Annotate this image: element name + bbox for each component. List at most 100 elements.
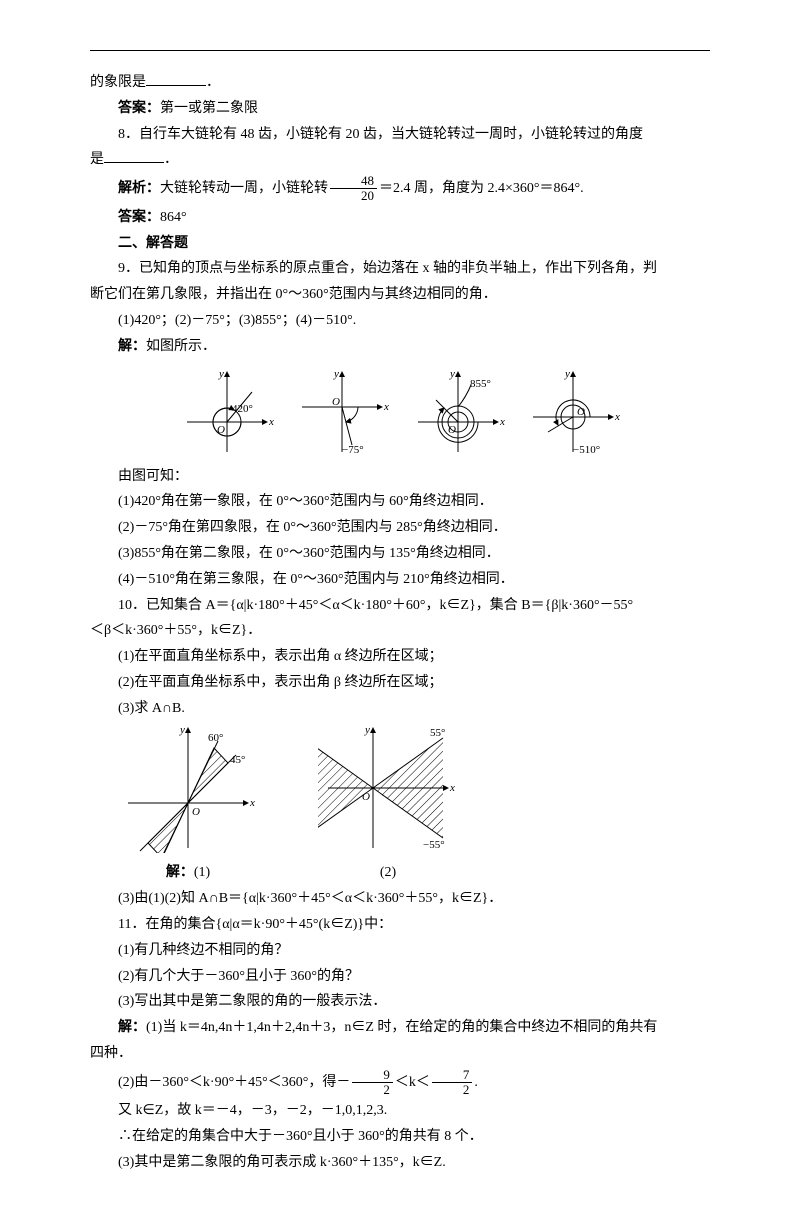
q10-sol1-row: 解：(1) <box>118 861 258 885</box>
axis-x: x <box>249 797 255 809</box>
top-rule <box>90 50 710 51</box>
angle-60: 60° <box>208 732 223 744</box>
axis-x: x <box>449 782 455 794</box>
q11-s2b: ＜k＜ <box>395 1075 430 1090</box>
angle-label: 420° <box>232 403 253 415</box>
ans-label: 答案： <box>118 210 160 225</box>
q11-p1: (1)有几种终边不相同的角？ <box>90 939 710 963</box>
ans-label: 答案： <box>118 101 160 116</box>
q9-after: 由图可知： <box>90 465 710 489</box>
q10-text1: 已知集合 A＝{α|k·180°＋45°＜α＜k·180°＋60°，k∈Z}，集… <box>146 598 633 613</box>
intro-answer: 答案：第一或第二象限 <box>90 97 710 121</box>
blank <box>104 148 164 163</box>
frac-den: 20 <box>330 189 377 203</box>
sol-label: 解： <box>118 339 146 354</box>
angle-label: 855° <box>470 378 491 390</box>
origin: O <box>192 806 200 818</box>
q8-exp-a: 大链轮转动一周，小链轮转 <box>160 181 328 196</box>
q8-ans: 答案：864° <box>90 206 710 230</box>
q11-s2a: (2)由－360°＜k·90°＋45°＜360°，得－ <box>118 1075 350 1090</box>
angle-45: 45° <box>230 754 245 766</box>
frac-num: 9 <box>352 1068 393 1083</box>
axis-x: x <box>614 411 620 423</box>
fraction: 4820 <box>330 174 377 204</box>
sol-text: 如图所示． <box>146 339 216 354</box>
ans-text: 864° <box>160 210 187 225</box>
angle-55: 55° <box>430 727 445 739</box>
q9-r4: (4)－510°角在第三象限，在 0°～360°范围内与 210°角终边相同． <box>90 568 710 592</box>
axis-x: x <box>383 401 389 413</box>
axis-y: y <box>364 724 370 736</box>
q10-p3: (3)求 A∩B. <box>90 697 710 721</box>
q11-s2d: 又 k∈Z，故 k＝－4，－3，－2，－1,0,1,2,3. <box>90 1099 710 1123</box>
q8-line2: 是． <box>90 148 710 172</box>
sol-label: 解： <box>118 1020 146 1035</box>
sol-label: 解： <box>166 865 194 880</box>
q10-line1: 10．已知集合 A＝{α|k·180°＋45°＜α＜k·180°＋60°，k∈Z… <box>90 594 710 618</box>
frac-den: 2 <box>352 1083 393 1097</box>
intro-tail: 的象限是． <box>90 71 710 95</box>
q10-p1: (1)在平面直角坐标系中，表示出角 α 终边所在区域； <box>90 645 710 669</box>
q8-exp: 解析：大链轮转动一周，小链轮转4820＝2.4 周，角度为 2.4×360°＝8… <box>90 174 710 204</box>
q10-num: 10． <box>118 598 146 613</box>
q8-line1: 8．自行车大链轮有 48 齿，小链轮有 20 齿，当大链轮转过一周时，小链轮转过… <box>90 123 710 147</box>
diagram-alpha: x y O 60° 45° <box>118 723 258 853</box>
origin: O <box>332 396 340 408</box>
q11-num: 11． <box>118 917 145 932</box>
blank <box>146 71 206 86</box>
q11-text: 在角的集合{α|α＝k·90°＋45°(k∈Z)}中： <box>145 917 392 932</box>
axis-x: x <box>499 416 505 428</box>
q11-s1a: 解：(1)当 k＝4n,4n＋1,4n＋2,4n＋3，n∈Z 时，在给定的角的集… <box>90 1016 710 1040</box>
q9-text1: 已知角的顶点与坐标系的原点重合，始边落在 x 轴的非负半轴上，作出下列各角，判 <box>139 261 657 276</box>
frac-den: 2 <box>432 1083 473 1097</box>
q10-col1: x y O 60° 45° 解：(1) <box>118 723 258 886</box>
sol1-num: (1) <box>194 865 210 880</box>
diagram-855: x y O 855° <box>408 367 508 457</box>
q10-sol2-num: (2) <box>318 861 458 885</box>
diagram-m510: x y O −510° <box>523 367 623 457</box>
q9-num: 9． <box>118 261 139 276</box>
q9-items: (1)420°；(2)－75°；(3)855°；(4)－510°. <box>90 309 710 333</box>
angle-label: −75° <box>342 444 364 456</box>
diagram-420: x y O 420° <box>177 367 277 457</box>
q9-r1: (1)420°角在第一象限，在 0°～360°范围内与 60°角终边相同． <box>90 490 710 514</box>
q10-line2: ＜β＜k·360°＋55°，k∈Z}． <box>90 619 710 643</box>
section-2-heading: 二、解答题 <box>90 232 710 256</box>
axis-y: y <box>218 368 224 380</box>
q10-diagrams: x y O 60° 45° 解：(1) x y O 55° <box>118 723 710 886</box>
ans-text: 第一或第二象限 <box>160 101 258 116</box>
q11-p3: (3)写出其中是第二象限的角的一般表示法． <box>90 990 710 1014</box>
axis-y: y <box>564 368 570 380</box>
q11-line: 11．在角的集合{α|α＝k·90°＋45°(k∈Z)}中： <box>90 913 710 937</box>
diagram-m75: x y O −75° <box>292 367 392 457</box>
q10-r3: (3)由(1)(2)知 A∩B＝{α|k·360°＋45°＜α＜k·360°＋5… <box>90 887 710 911</box>
frac-num: 48 <box>330 174 377 189</box>
q10-p2: (2)在平面直角坐标系中，表示出角 β 终边所在区域； <box>90 671 710 695</box>
q9-line1: 9．已知角的顶点与坐标系的原点重合，始边落在 x 轴的非负半轴上，作出下列各角，… <box>90 257 710 281</box>
q9-diagrams: x y O 420° x y O −75° x y O 855° x y O −… <box>90 367 710 457</box>
q11-s3: (3)其中是第二象限的角可表示成 k·360°＋135°，k∈Z. <box>90 1151 710 1175</box>
fraction: 72 <box>432 1068 473 1098</box>
q8-exp-b: ＝2.4 周，角度为 2.4×360°＝864°. <box>379 181 584 196</box>
q8-text2: 是 <box>90 152 104 167</box>
q8-text1: 自行车大链轮有 48 齿，小链轮有 20 齿，当大链轮转过一周时，小链轮转过的角… <box>139 127 643 142</box>
fraction: 92 <box>352 1068 393 1098</box>
diagram-beta: x y O 55° −55° <box>318 723 458 853</box>
frac-num: 7 <box>432 1068 473 1083</box>
axis-y: y <box>333 368 339 380</box>
q11-s1b: 四种． <box>90 1042 710 1066</box>
q11-s2e: ∴在给定的角集合中大于－360°且小于 360°的角共有 8 个． <box>90 1125 710 1149</box>
q11-s1a-text: (1)当 k＝4n,4n＋1,4n＋2,4n＋3，n∈Z 时，在给定的角的集合中… <box>146 1020 657 1035</box>
axis-y: y <box>179 724 185 736</box>
q11-s2c: . <box>474 1075 478 1090</box>
q9-sol: 解：如图所示． <box>90 335 710 359</box>
q9-r2: (2)－75°角在第四象限，在 0°～360°范围内与 285°角终边相同． <box>90 516 710 540</box>
intro-text: 的象限是 <box>90 75 146 90</box>
axis-y: y <box>449 368 455 380</box>
exp-label: 解析： <box>118 181 160 196</box>
angle-m55: −55° <box>423 839 445 851</box>
q11-p2: (2)有几个大于－360°且小于 360°的角？ <box>90 965 710 989</box>
q9-line2: 断它们在第几象限，并指出在 0°～360°范围内与其终边相同的角． <box>90 283 710 307</box>
axis-x: x <box>268 416 274 428</box>
angle-label: −510° <box>573 444 600 456</box>
